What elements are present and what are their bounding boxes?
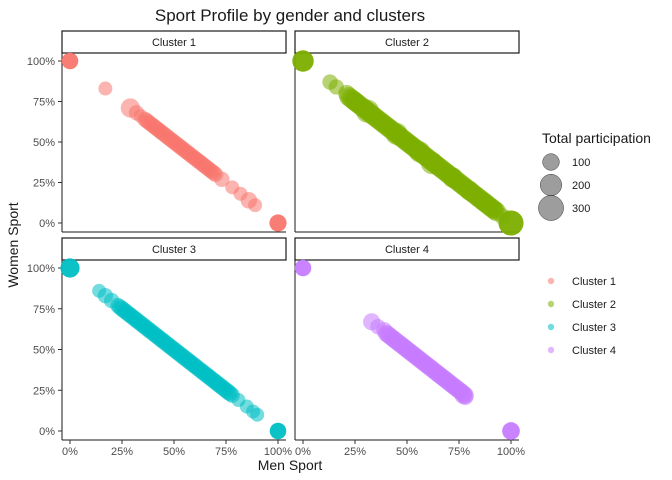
y-axis-title: Women Sport	[5, 202, 21, 287]
size-legend-key	[540, 174, 562, 196]
data-point	[110, 297, 126, 314]
size-legend-label: 300	[572, 203, 590, 215]
facet-strip	[294, 30, 520, 54]
y-tick-label: 50%	[33, 137, 55, 149]
data-point	[61, 52, 79, 70]
y-tick-label: 25%	[33, 178, 55, 190]
x-tick-label: 50%	[396, 446, 418, 458]
data-point	[459, 180, 480, 201]
facet-strip-label: Cluster 3	[152, 244, 196, 256]
size-legend-title: Total participation	[542, 130, 651, 146]
x-tick-label: 100%	[497, 446, 525, 458]
facet-strip	[294, 237, 520, 261]
data-point	[269, 422, 287, 440]
data-point	[420, 151, 444, 175]
color-legend: Cluster 1 Cluster 2 Cluster 3 Cluster 4	[547, 276, 616, 357]
x-tick-label: 75%	[215, 446, 237, 458]
x-tick-label: 75%	[448, 446, 470, 458]
data-point	[250, 407, 265, 422]
size-legend-key	[538, 195, 564, 221]
facet-strip-label: Cluster 4	[385, 244, 429, 256]
facet-strip-label: Cluster 2	[385, 37, 429, 49]
color-legend-key	[547, 300, 555, 308]
data-point	[376, 321, 393, 338]
facet-strip-label: Cluster 1	[152, 37, 196, 49]
facet-panel-3: Cluster 3 0% 25% 50% 75% 100% 0% 25% 50% 75% 100%	[27, 237, 292, 458]
points-3	[60, 258, 287, 440]
y-tick-label: 50%	[33, 345, 55, 357]
data-point	[292, 50, 314, 72]
points-4	[294, 259, 520, 440]
facet-strip	[61, 30, 287, 54]
size-legend: 100 200 300	[538, 153, 590, 221]
y-tick-label: 0%	[39, 218, 55, 230]
data-point	[456, 388, 474, 406]
data-point	[355, 99, 380, 123]
x-tick-label: 100%	[264, 446, 292, 458]
facet-panel-2: Cluster 2	[292, 30, 524, 236]
data-point	[494, 208, 511, 225]
color-legend-key	[547, 346, 555, 354]
data-point	[133, 109, 148, 124]
color-legend-key	[547, 277, 555, 285]
data-point	[248, 198, 263, 213]
facet-panel-1: Cluster 1 0% 25% 50% 75% 100%	[27, 30, 287, 233]
x-axis-title: Men Sport	[258, 457, 323, 473]
y-tick-label: 0%	[39, 426, 55, 438]
data-point	[502, 422, 520, 440]
size-legend-key	[542, 153, 560, 171]
points-1	[61, 52, 287, 232]
data-point	[385, 122, 408, 146]
color-legend-label: Cluster 1	[572, 276, 616, 288]
color-legend-label: Cluster 2	[572, 299, 616, 311]
data-point	[98, 81, 113, 96]
x-tick-label: 50%	[163, 446, 185, 458]
data-point	[442, 167, 464, 188]
chart-title: Sport Profile by gender and clusters	[155, 6, 425, 25]
color-legend-label: Cluster 3	[572, 322, 616, 334]
color-legend-key	[547, 323, 555, 331]
points-2	[292, 50, 524, 236]
data-point	[269, 214, 287, 232]
data-point	[60, 258, 80, 278]
y-tick-label: 75%	[33, 304, 55, 316]
y-tick-label: 100%	[27, 56, 55, 68]
facet-panels: Cluster 1 0% 25% 50% 75% 100% Cluster 2 Cluster…	[27, 30, 525, 458]
x-tick-label: 0%	[295, 446, 311, 458]
y-tick-label: 25%	[33, 385, 55, 397]
data-point	[225, 180, 240, 195]
x-tick-label: 25%	[344, 446, 366, 458]
x-tick-label: 0%	[62, 446, 78, 458]
color-legend-label: Cluster 4	[572, 345, 616, 357]
x-tick-label: 25%	[111, 446, 133, 458]
size-legend-label: 100	[572, 157, 590, 169]
y-tick-label: 75%	[33, 97, 55, 109]
data-point	[294, 259, 312, 277]
y-tick-label: 100%	[27, 263, 55, 275]
size-legend-label: 200	[572, 180, 590, 192]
data-point	[214, 171, 230, 187]
facet-panel-4: Cluster 4 0% 25% 50% 75% 100%	[294, 237, 525, 458]
facet-strip	[61, 237, 287, 261]
